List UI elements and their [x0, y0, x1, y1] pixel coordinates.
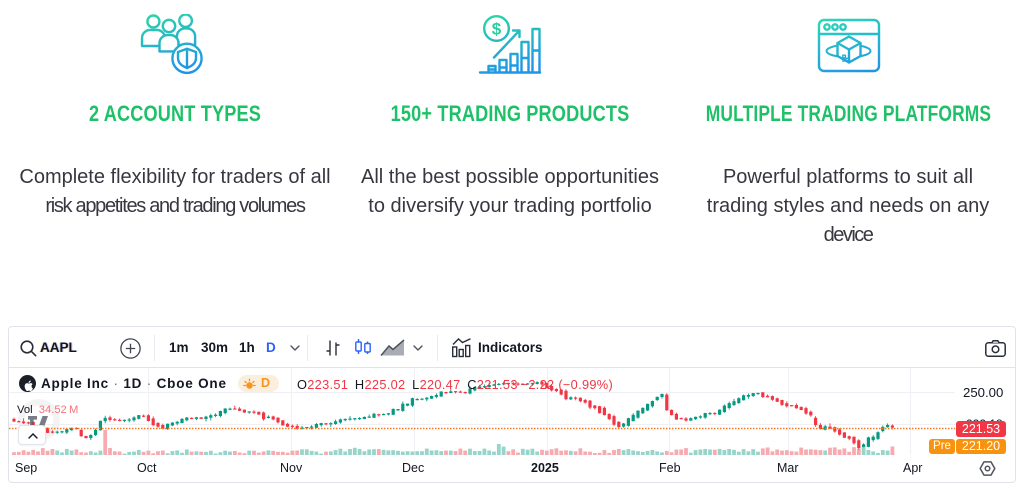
svg-text:$: $: [492, 20, 502, 39]
